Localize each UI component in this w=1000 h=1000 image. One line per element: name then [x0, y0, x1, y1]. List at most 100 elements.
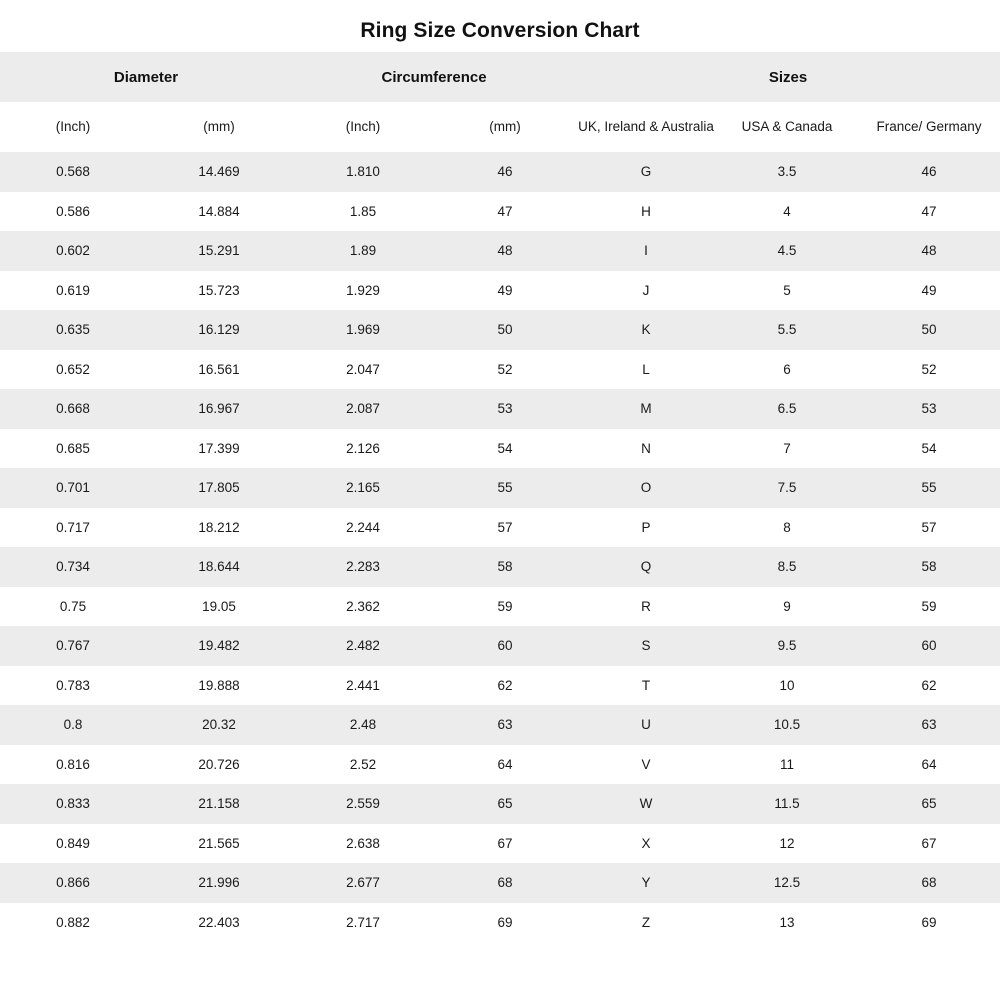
cell-r11-c2: 2.362: [292, 586, 435, 626]
cell-r16-c3: 65: [434, 784, 577, 824]
column-header-1: (mm): [146, 102, 293, 152]
cell-r8-c4: O: [576, 468, 717, 508]
cell-r18-c3: 68: [434, 863, 577, 903]
cell-r8-c5: 7.5: [716, 468, 859, 508]
cell-r0-c6: 46: [858, 152, 1000, 192]
cell-r4-c2: 1.969: [292, 310, 435, 350]
cell-r12-c0: 0.767: [0, 626, 146, 666]
cell-r16-c6: 65: [858, 784, 1000, 824]
cell-r6-c1: 16.967: [146, 389, 293, 429]
cell-r12-c3: 60: [434, 626, 577, 666]
cell-r19-c3: 69: [434, 902, 577, 942]
table-row: 0.8 20.32 2.48 63 U 10.5 63: [0, 705, 1000, 745]
table-row: 0.816 20.726 2.52 64 V 11 64: [0, 744, 1000, 784]
table-header: Diameter Circumference Sizes (Inch) (mm) (In…: [0, 52, 1000, 152]
table-row: 0.882 22.403 2.717 69 Z 13 69: [0, 902, 1000, 942]
cell-r10-c2: 2.283: [292, 547, 435, 587]
cell-r1-c2: 1.85: [292, 191, 435, 231]
cell-r10-c5: 8.5: [716, 547, 859, 587]
cell-r7-c2: 2.126: [292, 428, 435, 468]
cell-r7-c4: N: [576, 428, 717, 468]
cell-r16-c2: 2.559: [292, 784, 435, 824]
cell-r18-c0: 0.866: [0, 863, 146, 903]
column-header-0: (Inch): [0, 102, 146, 152]
cell-r3-c4: J: [576, 270, 717, 310]
cell-r17-c6: 67: [858, 823, 1000, 863]
cell-r7-c0: 0.685: [0, 428, 146, 468]
cell-r3-c3: 49: [434, 270, 577, 310]
group-header-circumference: Circumference: [292, 52, 577, 102]
cell-r8-c3: 55: [434, 468, 577, 508]
cell-r10-c0: 0.734: [0, 547, 146, 587]
cell-r5-c3: 52: [434, 349, 577, 389]
cell-r9-c6: 57: [858, 507, 1000, 547]
cell-r11-c5: 9: [716, 586, 859, 626]
column-header-6: France/ Germany: [858, 102, 1000, 152]
cell-r8-c1: 17.805: [146, 468, 293, 508]
cell-r1-c6: 47: [858, 191, 1000, 231]
cell-r4-c5: 5.5: [716, 310, 859, 350]
cell-r15-c3: 64: [434, 744, 577, 784]
cell-r5-c2: 2.047: [292, 349, 435, 389]
cell-r6-c3: 53: [434, 389, 577, 429]
cell-r0-c3: 46: [434, 152, 577, 192]
cell-r18-c1: 21.996: [146, 863, 293, 903]
cell-r6-c6: 53: [858, 389, 1000, 429]
cell-r2-c3: 48: [434, 231, 577, 271]
cell-r0-c0: 0.568: [0, 152, 146, 192]
cell-r2-c0: 0.602: [0, 231, 146, 271]
cell-r5-c5: 6: [716, 349, 859, 389]
cell-r16-c1: 21.158: [146, 784, 293, 824]
cell-r4-c3: 50: [434, 310, 577, 350]
cell-r3-c6: 49: [858, 270, 1000, 310]
cell-r10-c1: 18.644: [146, 547, 293, 587]
cell-r2-c1: 15.291: [146, 231, 293, 271]
cell-r15-c4: V: [576, 744, 717, 784]
cell-r3-c2: 1.929: [292, 270, 435, 310]
cell-r9-c4: P: [576, 507, 717, 547]
table-row: 0.685 17.399 2.126 54 N 7 54: [0, 428, 1000, 468]
cell-r15-c6: 64: [858, 744, 1000, 784]
cell-r17-c0: 0.849: [0, 823, 146, 863]
cell-r15-c2: 2.52: [292, 744, 435, 784]
cell-r19-c2: 2.717: [292, 902, 435, 942]
cell-r0-c2: 1.810: [292, 152, 435, 192]
table-row: 0.767 19.482 2.482 60 S 9.5 60: [0, 626, 1000, 666]
cell-r18-c6: 68: [858, 863, 1000, 903]
cell-r10-c6: 58: [858, 547, 1000, 587]
cell-r19-c5: 13: [716, 902, 859, 942]
column-header-3: (mm): [434, 102, 577, 152]
page-title: Ring Size Conversion Chart: [360, 19, 640, 42]
cell-r12-c6: 60: [858, 626, 1000, 666]
cell-r7-c5: 7: [716, 428, 859, 468]
cell-r1-c5: 4: [716, 191, 859, 231]
cell-r16-c0: 0.833: [0, 784, 146, 824]
cell-r9-c1: 18.212: [146, 507, 293, 547]
cell-r6-c4: M: [576, 389, 717, 429]
cell-r17-c1: 21.565: [146, 823, 293, 863]
table-row: 0.849 21.565 2.638 67 X 12 67: [0, 823, 1000, 863]
cell-r13-c1: 19.888: [146, 665, 293, 705]
cell-r5-c4: L: [576, 349, 717, 389]
cell-r1-c4: H: [576, 191, 717, 231]
table-row: 0.586 14.884 1.85 47 H 4 47: [0, 191, 1000, 231]
table-row: 0.602 15.291 1.89 48 I 4.5 48: [0, 231, 1000, 271]
cell-r14-c2: 2.48: [292, 705, 435, 745]
cell-r13-c2: 2.441: [292, 665, 435, 705]
cell-r11-c3: 59: [434, 586, 577, 626]
table-row: 0.717 18.212 2.244 57 P 8 57: [0, 507, 1000, 547]
cell-r4-c1: 16.129: [146, 310, 293, 350]
cell-r14-c4: U: [576, 705, 717, 745]
cell-r12-c5: 9.5: [716, 626, 859, 666]
cell-r1-c1: 14.884: [146, 191, 293, 231]
cell-r0-c5: 3.5: [716, 152, 859, 192]
column-header-4: UK, Ireland & Australia: [576, 102, 717, 152]
cell-r14-c3: 63: [434, 705, 577, 745]
table-row: 0.701 17.805 2.165 55 O 7.5 55: [0, 468, 1000, 508]
table-row: 0.668 16.967 2.087 53 M 6.5 53: [0, 389, 1000, 429]
cell-r13-c5: 10: [716, 665, 859, 705]
cell-r15-c1: 20.726: [146, 744, 293, 784]
cell-r17-c5: 12: [716, 823, 859, 863]
cell-r9-c2: 2.244: [292, 507, 435, 547]
